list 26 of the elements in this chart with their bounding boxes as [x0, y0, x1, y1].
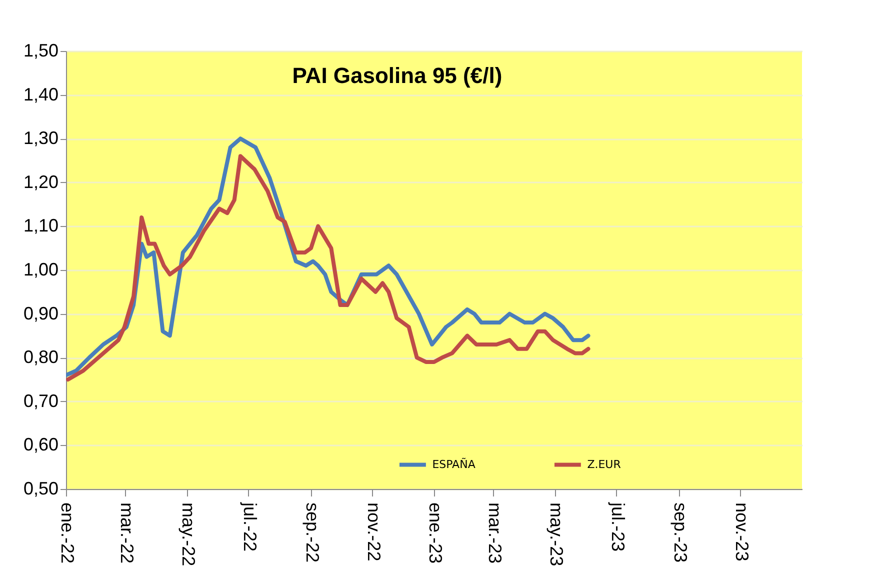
y-tick-label: 1,40: [23, 84, 58, 104]
x-tick-label: sep.-22: [302, 502, 322, 563]
x-tick-label: may.-22: [178, 502, 198, 566]
x-tick-label: jul.-22: [240, 502, 260, 552]
x-tick-label: mar.-23: [484, 502, 505, 564]
legend-label: ESPAÑA: [432, 456, 476, 471]
x-tick-label: may.-23: [546, 502, 566, 566]
y-tick-label: 0,70: [23, 390, 58, 411]
x-tick-label: mar.-22: [116, 502, 137, 564]
y-tick-label: 1,50: [23, 40, 58, 60]
x-tick-label: ene.-23: [426, 502, 446, 564]
y-tick-label: 1,20: [23, 172, 58, 192]
x-tick-label: sep.-23: [670, 502, 690, 563]
y-tick-label: 0,80: [23, 347, 58, 368]
text: PAI Gasolina 95 (€/l): [292, 63, 502, 88]
y-tick-label: 0,60: [23, 434, 58, 455]
y-tick-label: 1,30: [23, 128, 58, 148]
x-tick-label: nov.-23: [732, 502, 752, 562]
y-tick-label: 1,00: [23, 260, 58, 280]
x-tick-label: nov.-22: [364, 502, 384, 562]
x-tick-label: jul.-23: [608, 502, 628, 552]
x-tick-label: ene.-22: [58, 502, 78, 564]
y-tick-label: 0,90: [23, 303, 58, 324]
legend-label: Z.EUR: [587, 458, 622, 471]
y-tick-label: 1,10: [23, 216, 58, 236]
y-tick-label: 0,50: [23, 478, 58, 498]
